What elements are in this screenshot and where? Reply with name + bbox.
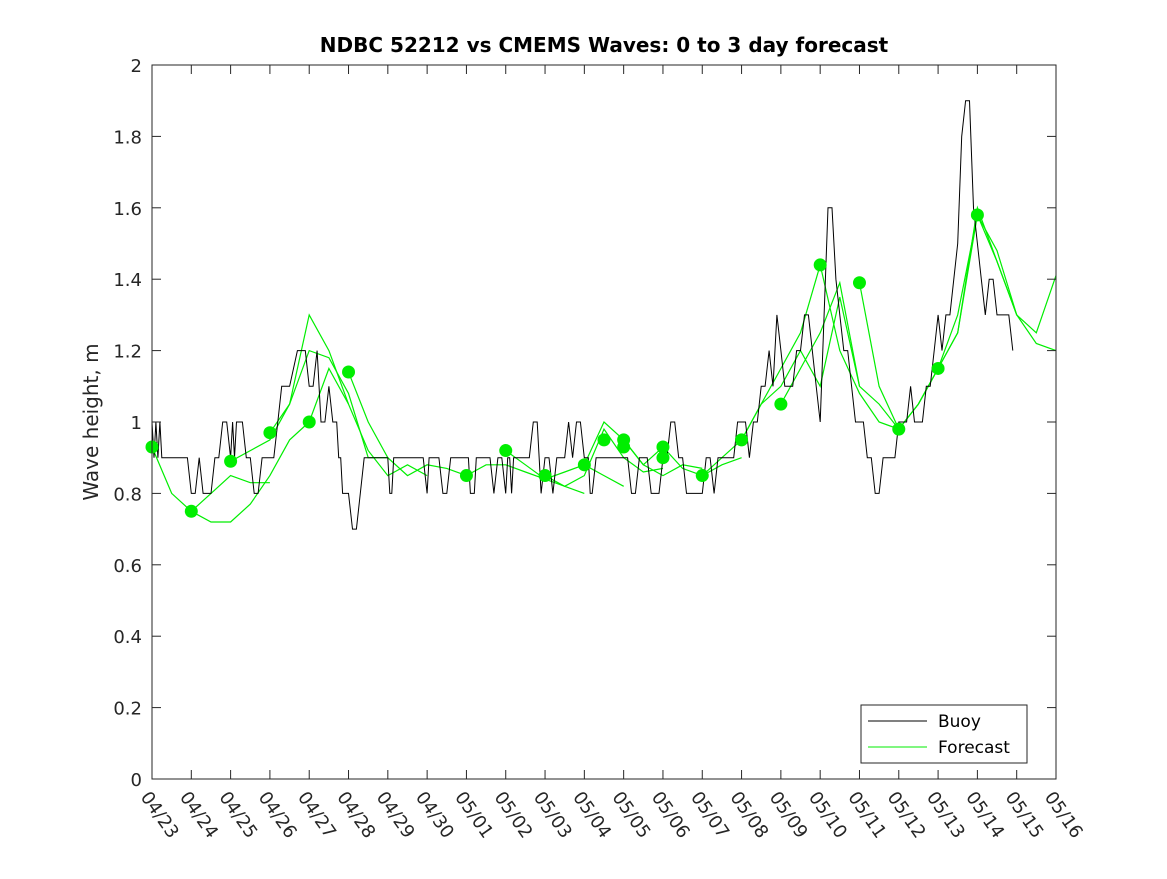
forecast-marker [184,504,198,518]
forecast-run-line-4 [308,367,428,477]
forecast-marker [597,433,611,447]
y-tick-label: 0 [131,770,142,791]
forecast-run-line-1 [191,421,310,523]
forecast-marker [656,440,670,454]
forecast-marker [302,415,316,429]
y-tick-label: 1 [131,413,142,434]
y-tick-label: 2 [131,56,142,77]
forecast-marker [577,458,591,472]
y-tick-label: 0.4 [113,627,142,648]
y-tick-label: 1.2 [113,342,142,363]
chart-title: NDBC 52212 vs CMEMS Waves: 0 to 3 day fo… [320,33,889,57]
y-tick-label: 0.6 [113,556,142,577]
y-tick-label: 1.6 [113,199,142,220]
forecast-marker [813,258,827,272]
forecast-marker [538,469,552,483]
forecast-marker [224,454,238,468]
y-tick-label: 1.8 [113,127,142,148]
forecast-marker [342,365,356,379]
forecast-run-line-7 [505,450,624,487]
forecast-marker [774,397,788,411]
buoy-line [151,100,1014,530]
forecast-run-line-17 [937,212,1057,369]
y-tick-label: 0.2 [113,699,142,720]
legend-box [860,704,1028,764]
forecast-marker [656,451,670,465]
forecast-marker [499,444,513,458]
forecast-marker [970,208,984,222]
forecast-run-line-8 [544,427,664,487]
forecast-run-line-13 [780,280,900,430]
forecast-marker [852,276,866,290]
series-layer [145,100,1057,530]
legend: Buoy Forecast [860,704,1028,764]
forecast-marker [931,361,945,375]
forecast-run-line-5 [347,371,467,477]
legend-forecast-label: Forecast [938,738,1010,758]
forecast-run-line-10 [623,439,742,477]
y-tick-label: 0.8 [113,484,142,505]
forecast-marker [459,469,473,483]
forecast-marker [695,469,709,483]
forecast-marker [735,433,749,447]
forecast-marker [263,426,277,440]
forecast-marker [892,422,906,436]
y-axis-label: Wave height, m [79,343,103,500]
y-tick-label: 1.4 [113,270,142,291]
forecast-run-line-18 [976,214,1057,334]
legend-buoy-label: Buoy [938,712,981,732]
forecast-marker [617,440,631,454]
